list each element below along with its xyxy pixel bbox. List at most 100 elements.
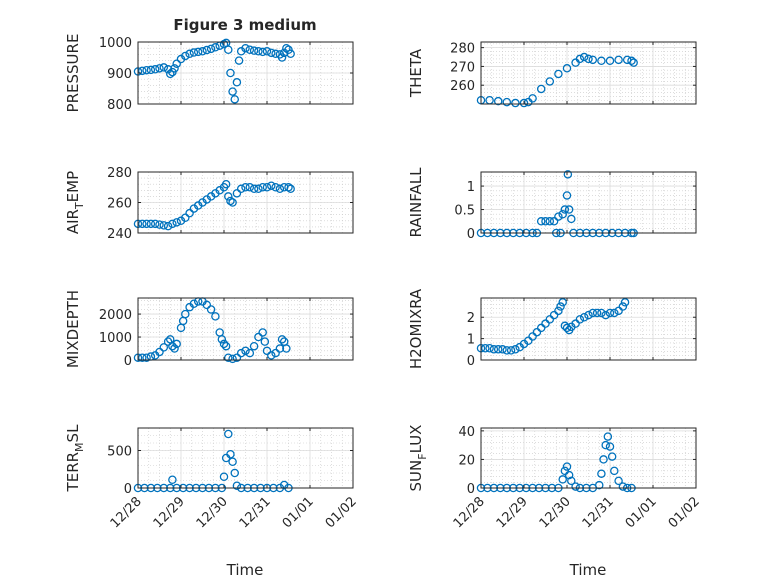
data-point [564,470,574,480]
data-point [282,344,291,353]
data-point [228,87,237,96]
data-point [138,66,147,76]
data-point [254,332,263,342]
data-point [597,308,606,318]
data-point [232,353,242,362]
axes-box [137,427,354,489]
data-point [481,343,490,353]
data-point [601,440,610,450]
data-point [159,221,169,230]
data-point [211,312,220,321]
data-point [275,184,285,194]
panel-h2omixra: 0 1 2 H2OMIXRA [407,288,697,369]
data-point [607,452,617,461]
y-tick-label: 40 [458,425,475,440]
data-point [545,217,555,226]
data-point [181,213,190,222]
y-axis-label: RAINFALL [407,167,425,238]
data-point [245,45,255,55]
data-point [150,219,160,229]
data-point [142,65,151,75]
data-point [286,184,295,194]
y-tick-label: 0 [467,354,475,369]
data-point [258,47,267,57]
x-tick-label: 12/29 [151,494,188,531]
data-point [610,466,619,476]
data-point [605,56,615,66]
data-point [168,341,177,351]
data-point [536,217,546,226]
data-point [155,220,164,229]
data-point [159,343,169,352]
data-point [610,308,619,318]
data-point [541,217,550,226]
data-point [627,56,636,66]
y-tick-label: 1000 [99,36,132,51]
y-tick-label: 0 [467,227,475,242]
y-axis-label: SUNFLUX [407,425,429,492]
data-point [249,341,259,351]
data-point [554,306,563,316]
data-point [277,335,287,344]
data-point [579,52,589,62]
data-point [545,77,555,86]
data-point [545,315,555,324]
y-tick-label: 0 [124,482,132,497]
data-point [236,184,246,194]
panel-theta: 260 270 280 THETA [407,41,697,108]
panel-sun_flux: 0 20 40 12/28 12/29 12/30 12/31 01/01 01/02 SUNFL… [407,425,703,532]
data-point [211,43,220,52]
data-point [221,179,231,189]
y-tick-label: 270 [450,60,475,75]
data-point [620,298,630,307]
data-point [271,182,280,192]
y-tick-label: 1 [467,333,475,348]
data-point [571,482,580,491]
data-point [284,182,293,192]
data-point [549,217,559,226]
data-point [193,47,203,57]
data-point [172,339,181,349]
data-point [282,43,291,53]
data-point [249,184,259,194]
data-point [262,346,272,356]
data-point [275,344,285,353]
data-point [584,310,593,320]
data-point [221,341,231,351]
data-point [575,315,585,324]
data-point [528,94,537,103]
axes-box [480,41,697,105]
x-tick-label: 01/01 [280,494,317,531]
data-point [138,219,147,229]
data-point [562,323,572,333]
y-tick-label: 2 [467,311,475,326]
data-point [597,56,606,66]
data-point [241,43,250,53]
data-point [226,449,235,459]
data-point [181,309,190,319]
y-axis-label: PRESSURE [64,34,82,113]
data-point [629,58,638,67]
panel-pressure: 800 900 1000 PRESSURE [64,34,354,113]
x-tick-label: 12/29 [494,494,531,531]
data-point [502,346,512,355]
data-point [230,468,239,478]
data-point [234,56,244,65]
data-point [277,53,287,62]
x-tick-label: 12/31 [580,494,617,531]
data-point [228,354,237,364]
data-point [224,192,233,201]
y-tick-label: 500 [107,445,132,460]
data-point [558,298,567,307]
data-point [267,351,276,360]
x-tick-label: 12/28 [451,494,488,531]
xlabel-left: Time [226,561,264,579]
data-point [536,84,546,94]
x-tick-label: 01/02 [323,494,360,531]
data-point [605,442,615,451]
data-point [138,353,147,362]
data-point [558,475,567,484]
x-tick-label: 12/28 [108,494,145,531]
data-point [562,191,572,200]
panel-terr_msl: 0 500 12/28 12/29 12/30 12/31 01/01 01/02 TERRMS… [64,424,360,531]
